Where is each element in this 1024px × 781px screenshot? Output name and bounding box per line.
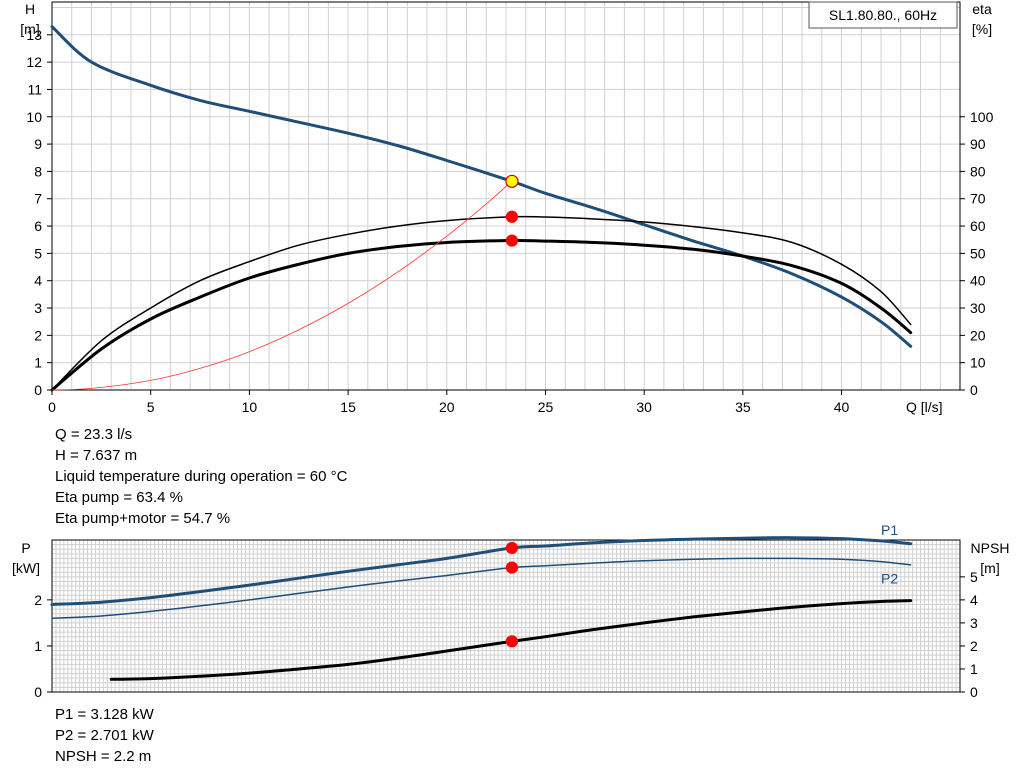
chart1-title-box [808, 1, 958, 29]
chart2-y-axis-label: P [21, 540, 30, 556]
chart2-y2-tick-label: 5 [970, 569, 978, 585]
chart2-y2-tick-label: 0 [970, 684, 978, 700]
chart1-y-tick-label: 8 [34, 163, 42, 179]
chart1-x-tick-label: 25 [538, 399, 554, 415]
chart1-y-tick-label: 7 [34, 191, 42, 207]
chart1-y-tick-label: 12 [26, 54, 42, 70]
chart1-duty-point-marker [505, 234, 519, 247]
chart1-y-tick-label: 0 [34, 382, 42, 398]
chart2-plot-frame [51, 539, 961, 693]
chart1-y2-tick-label: 50 [970, 245, 986, 261]
p2-readout: P2 = 2.701 kW [55, 727, 154, 744]
chart1-y-axis-label: H [25, 1, 35, 17]
chart2-y2-tick-label: 4 [970, 592, 978, 608]
eta-pump-readout: Eta pump = 63.4 % [55, 489, 183, 506]
chart1-y-tick-label: 2 [34, 327, 42, 343]
head-readout: H = 7.637 m [55, 447, 138, 464]
chart2-y2-tick-label: 1 [970, 661, 978, 677]
chart1-y-tick-label: 13 [26, 27, 42, 43]
chart2-duty-point-marker [505, 561, 519, 574]
chart1-y-tick-label: 10 [26, 109, 42, 125]
chart1-x-tick-label: 5 [147, 399, 155, 415]
chart1-duty-point-marker [505, 210, 519, 223]
chart1-plot-frame [51, 1, 961, 391]
chart2-duty-point-marker [505, 635, 519, 648]
chart1-y2-axis-unit: [%] [972, 21, 992, 37]
chart1-y2-tick-label: 80 [970, 163, 986, 179]
chart2-y2-axis-label: NPSH [971, 540, 1010, 556]
chart2-y-axis-unit: [kW] [12, 560, 40, 576]
chart1-duty-point-marker [505, 174, 519, 188]
chart1-y-tick-label: 3 [34, 300, 42, 316]
chart2-y2-tick-label: 2 [970, 638, 978, 654]
chart1-y-tick-label: 9 [34, 136, 42, 152]
chart1-y-axis-unit: [m] [20, 21, 39, 37]
eta-pump-motor-readout: Eta pump+motor = 54.7 % [55, 510, 231, 527]
chart2-y2-tick-label: 3 [970, 615, 978, 631]
chart1-y2-axis-label: eta [972, 1, 992, 17]
chart1-y-tick-label: 6 [34, 218, 42, 234]
chart1-y-tick-label: 1 [34, 355, 42, 371]
chart2-series-label-p2: P2 [881, 571, 898, 587]
chart1-title: SL1.80.80., 60Hz [829, 7, 937, 23]
chart1-y2-tick-label: 90 [970, 136, 986, 152]
chart2-y-tick-label: 2 [34, 592, 42, 608]
chart1-y-tick-label: 11 [27, 81, 42, 97]
chart2-series-NPSH-line [109, 599, 913, 681]
npsh-readout: NPSH = 2.2 m [55, 748, 152, 765]
chart1-y2-tick-label: 10 [970, 355, 986, 371]
liquid-temperature-readout: Liquid temperature during operation = 60… [55, 468, 348, 485]
chart1-y2-tick-label: 30 [970, 300, 986, 316]
chart1-y2-tick-label: 20 [970, 327, 986, 343]
chart1-y-tick-label: 4 [34, 273, 42, 289]
chart1-x-tick-label: 40 [834, 399, 850, 415]
chart1-x-tick-label: 0 [48, 399, 56, 415]
chart2-y-tick-label: 1 [34, 638, 42, 654]
chart1-x-tick-label: 35 [735, 399, 751, 415]
chart1-y2-tick-label: 100 [970, 109, 994, 125]
chart1-x-axis-label: Q [l/s] [906, 399, 943, 415]
chart1-y2-tick-label: 40 [970, 273, 986, 289]
duty-point-info: Q = 23.3 l/s H = 7.637 m Liquid temperat… [55, 424, 347, 529]
chart2-duty-point-marker [505, 541, 519, 555]
chart1-y2-tick-label: 0 [970, 382, 978, 398]
flow-readout: Q = 23.3 l/s [55, 426, 133, 443]
chart1-y2-tick-label: 60 [970, 218, 986, 234]
p1-readout: P1 = 3.128 kW [55, 706, 154, 723]
power-info: P1 = 3.128 kW P2 = 2.701 kW NPSH = 2.2 m [55, 704, 154, 767]
chart1-x-tick-label: 20 [439, 399, 455, 415]
chart2-series-label-p1: P1 [881, 522, 898, 538]
chart1-x-tick-label: 10 [242, 399, 258, 415]
chart1-y-tick-label: 5 [34, 245, 42, 261]
chart2-y-tick-label: 0 [34, 684, 42, 700]
chart1-x-tick-label: 15 [340, 399, 356, 415]
chart1-x-tick-label: 30 [636, 399, 652, 415]
chart1-y2-tick-label: 70 [970, 191, 986, 207]
chart2-y2-axis-unit: [m] [980, 560, 999, 576]
chart1-series-system-line [51, 180, 513, 391]
